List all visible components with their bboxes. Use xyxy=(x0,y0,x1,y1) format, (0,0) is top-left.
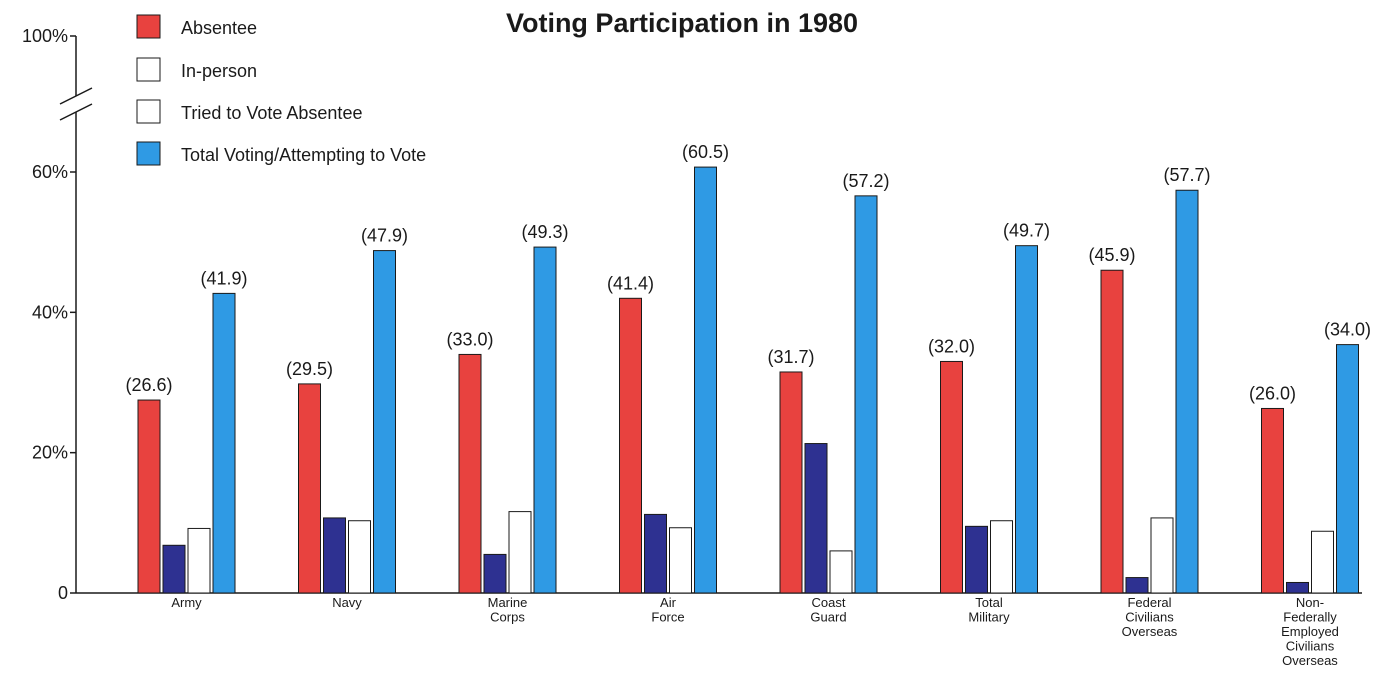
bar-absentee-marine-corps xyxy=(458,353,482,594)
x-category-label-line: Air xyxy=(660,595,677,610)
x-category-label: Federal Civilians Overseas xyxy=(1122,595,1178,639)
bar-in-person-total-military xyxy=(965,525,988,594)
bar-total-voting-attempting-to-vote-total-military xyxy=(1015,245,1038,594)
bar-absentee-coast-guard xyxy=(779,371,803,594)
bars xyxy=(137,166,1359,594)
x-category-label-line: Navy xyxy=(332,595,362,610)
x-category-label-line: Guard xyxy=(810,610,846,625)
bar-absentee-total-military xyxy=(940,360,963,594)
data-label-absentee: (29.5) xyxy=(286,359,333,379)
bar-tried-to-vote-absentee-total-military xyxy=(990,520,1013,594)
x-category-label: Air Force xyxy=(651,595,684,625)
bar-absentee-federal-civilians-overseas xyxy=(1100,269,1124,594)
data-label-total-voting-attempting-to-vote: (49.7) xyxy=(1003,221,1050,241)
x-category-label-line: Total xyxy=(975,595,1003,610)
bar-tried-to-vote-absentee-air-force xyxy=(669,527,692,594)
legend-label-total-voting-attempting-to-vote: Total Voting/Attempting to Vote xyxy=(181,145,426,165)
axis-break-mark xyxy=(59,87,93,105)
legend-swatch-in-person xyxy=(136,57,161,82)
bar-total-voting-attempting-to-vote-non-federally-employed-civilians-overseas xyxy=(1336,344,1359,594)
legend-swatch-tried-to-vote-absentee xyxy=(136,99,161,124)
bar-absentee-non-federally-employed-civilians-overseas xyxy=(1261,407,1284,594)
chart-title: Voting Participation in 1980 xyxy=(506,8,858,38)
x-category-label-line: Coast xyxy=(812,595,846,610)
data-label-absentee: (26.6) xyxy=(125,375,172,395)
data-label-total-voting-attempting-to-vote: (60.5) xyxy=(682,142,729,162)
bar-in-person-army xyxy=(162,544,186,594)
x-category-label-line: Overseas xyxy=(1282,653,1338,668)
data-label-total-voting-attempting-to-vote: (57.2) xyxy=(842,171,889,191)
x-category-label-line: Military xyxy=(968,610,1010,625)
data-label-total-voting-attempting-to-vote: (41.9) xyxy=(200,268,247,288)
legend-label-in-person: In-person xyxy=(181,61,257,81)
data-label-absentee: (45.9) xyxy=(1088,245,1135,265)
x-category-label: Marine Corps xyxy=(488,595,528,625)
y-tick-label: 40% xyxy=(32,302,68,322)
bar-total-voting-attempting-to-vote-air-force xyxy=(694,166,717,594)
x-category-label-line: Army xyxy=(171,595,202,610)
x-category-label: Total Military xyxy=(968,595,1010,625)
data-labels: (26.6) (41.9) (29.5) (47.9) (33.0) (49.3) (41.… xyxy=(125,142,1371,403)
bar-in-person-air-force xyxy=(644,513,667,594)
x-category-label: Coast Guard xyxy=(810,595,846,625)
y-tick-label: 20% xyxy=(32,443,68,463)
data-label-total-voting-attempting-to-vote: (34.0) xyxy=(1324,320,1371,340)
chart-legend: Absentee In-person Tried to Vote Absentee T… xyxy=(136,14,426,166)
legend-label-tried-to-vote-absentee: Tried to Vote Absentee xyxy=(181,103,362,123)
bar-tried-to-vote-absentee-non-federally-employed-civilians-overseas xyxy=(1311,530,1334,594)
bar-in-person-non-federally-employed-civilians-overseas xyxy=(1286,581,1309,594)
legend-label-absentee: Absentee xyxy=(181,18,257,38)
data-label-absentee: (31.7) xyxy=(767,347,814,367)
y-tick-label: 0 xyxy=(58,583,68,603)
x-category-label: Non-Federally Employed Civilians Overseas xyxy=(1281,595,1339,668)
y-tick-label: 60% xyxy=(32,162,68,182)
legend-swatch-total-voting-attempting-to-vote xyxy=(136,141,161,166)
x-axis: Army Navy Marine Corps Air Force Coast Guard Tot… xyxy=(76,592,1362,668)
x-category-label-line: Force xyxy=(651,610,684,625)
data-label-absentee: (41.4) xyxy=(607,273,654,293)
bar-in-person-federal-civilians-overseas xyxy=(1125,577,1149,594)
axis-break-mark xyxy=(59,103,93,121)
x-category-label: Army xyxy=(171,595,202,610)
bar-total-voting-attempting-to-vote-marine-corps xyxy=(533,246,557,594)
bar-total-voting-attempting-to-vote-federal-civilians-overseas xyxy=(1175,189,1199,594)
x-category-label-line: Employed xyxy=(1281,624,1339,639)
bar-in-person-marine-corps xyxy=(483,553,507,594)
x-category-label: Navy xyxy=(332,595,362,610)
data-label-absentee: (33.0) xyxy=(446,329,493,349)
x-category-label-line: Overseas xyxy=(1122,624,1178,639)
x-category-label-line: Corps xyxy=(490,610,525,625)
data-label-total-voting-attempting-to-vote: (57.7) xyxy=(1163,165,1210,185)
y-tick-label-top: 100% xyxy=(22,26,68,46)
data-label-total-voting-attempting-to-vote: (47.9) xyxy=(361,226,408,246)
bar-in-person-coast-guard xyxy=(804,443,828,594)
data-label-absentee: (32.0) xyxy=(928,336,975,356)
bar-tried-to-vote-absentee-marine-corps xyxy=(508,511,532,594)
legend-swatch-absentee xyxy=(136,14,161,39)
bar-absentee-navy xyxy=(298,383,321,594)
bar-absentee-air-force xyxy=(619,297,642,594)
bar-total-voting-attempting-to-vote-coast-guard xyxy=(854,195,878,594)
bar-tried-to-vote-absentee-coast-guard xyxy=(829,550,853,594)
bar-total-voting-attempting-to-vote-navy xyxy=(373,250,396,594)
bar-absentee-army xyxy=(137,399,161,594)
y-axis: 0 20% 40% 60% 100% xyxy=(22,26,93,603)
x-category-label-line: Civilians xyxy=(1125,610,1174,625)
x-category-label-line: Federally xyxy=(1283,610,1337,625)
bar-in-person-navy xyxy=(323,517,346,594)
x-category-label-line: Civilians xyxy=(1286,639,1335,654)
bar-tried-to-vote-absentee-federal-civilians-overseas xyxy=(1150,517,1174,594)
x-category-label-line: Federal xyxy=(1127,595,1171,610)
bar-total-voting-attempting-to-vote-army xyxy=(212,292,236,594)
data-label-absentee: (26.0) xyxy=(1249,383,1296,403)
data-label-total-voting-attempting-to-vote: (49.3) xyxy=(521,222,568,242)
x-category-label-line: Non- xyxy=(1296,595,1324,610)
bar-tried-to-vote-absentee-navy xyxy=(348,520,371,594)
x-category-label-line: Marine xyxy=(488,595,528,610)
bar-tried-to-vote-absentee-army xyxy=(187,527,211,594)
